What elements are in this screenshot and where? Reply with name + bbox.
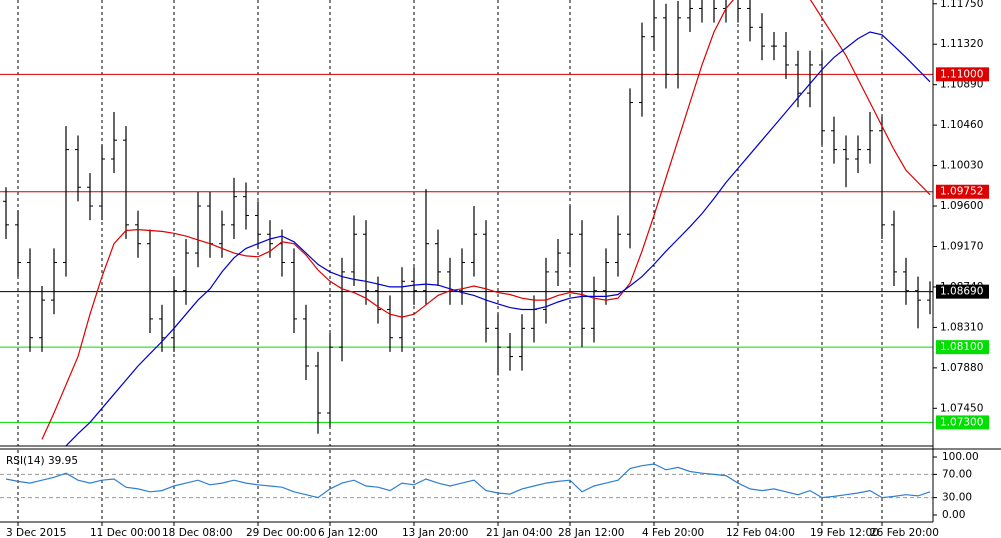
x-tick-label: 11 Dec 00:00: [90, 527, 161, 538]
moving-average: [65, 31, 931, 446]
rsi-line: [5, 463, 931, 499]
rsi-tick-label: 30.00: [942, 492, 972, 504]
moving-average: [41, 0, 931, 440]
level-label: 1.08690: [940, 286, 983, 298]
rsi-tick-label: 70.00: [942, 468, 972, 480]
x-tick-label: 6 Jan 12:00: [318, 527, 378, 538]
y-tick-label: 1.09600: [940, 200, 983, 212]
y-tick-label: 1.10460: [940, 119, 983, 131]
x-tick-label: 12 Feb 04:00: [726, 527, 795, 538]
x-tick-label: 4 Feb 20:00: [642, 527, 704, 538]
rsi-tick-label: 0.00: [942, 509, 965, 521]
rsi-panel: [0, 450, 933, 522]
level-label: 1.08100: [940, 341, 983, 353]
level-label-box: [936, 340, 989, 355]
level-label: 1.11000: [940, 68, 983, 80]
y-tick-label: 1.08310: [940, 321, 983, 333]
x-tick-label: 28 Jan 12:00: [558, 527, 624, 538]
level-label-box: [936, 184, 989, 199]
level-label-box: [936, 67, 989, 82]
rsi-tick-label: 100.00: [942, 451, 979, 463]
x-tick-label: 21 Jan 04:00: [486, 527, 552, 538]
rsi-title: RSI(14) 39.95: [6, 455, 78, 467]
x-tick-label: 3 Dec 2015: [6, 527, 66, 538]
x-tick-label: 26 Feb 20:00: [870, 527, 939, 538]
level-label-box: [936, 284, 989, 299]
y-tick-label: 1.11750: [940, 0, 983, 10]
y-tick-label: 1.09170: [940, 240, 983, 252]
y-tick-label: 1.10030: [940, 160, 983, 172]
y-tick-label: 1.07450: [940, 402, 983, 414]
x-tick-label: 18 Dec 08:00: [162, 527, 233, 538]
x-tick-label: 29 Dec 00:00: [246, 527, 317, 538]
level-label: 1.09752: [940, 186, 983, 198]
y-tick-label: 1.07880: [940, 362, 983, 374]
level-label: 1.07300: [940, 416, 983, 428]
x-tick-label: 13 Jan 20:00: [402, 527, 468, 538]
level-label-box: [936, 415, 989, 430]
price-panel: [0, 0, 933, 446]
x-tick-label: 19 Feb 12:00: [810, 527, 879, 538]
y-tick-label: 1.10890: [940, 79, 983, 91]
y-tick-label: 1.11320: [940, 38, 983, 50]
